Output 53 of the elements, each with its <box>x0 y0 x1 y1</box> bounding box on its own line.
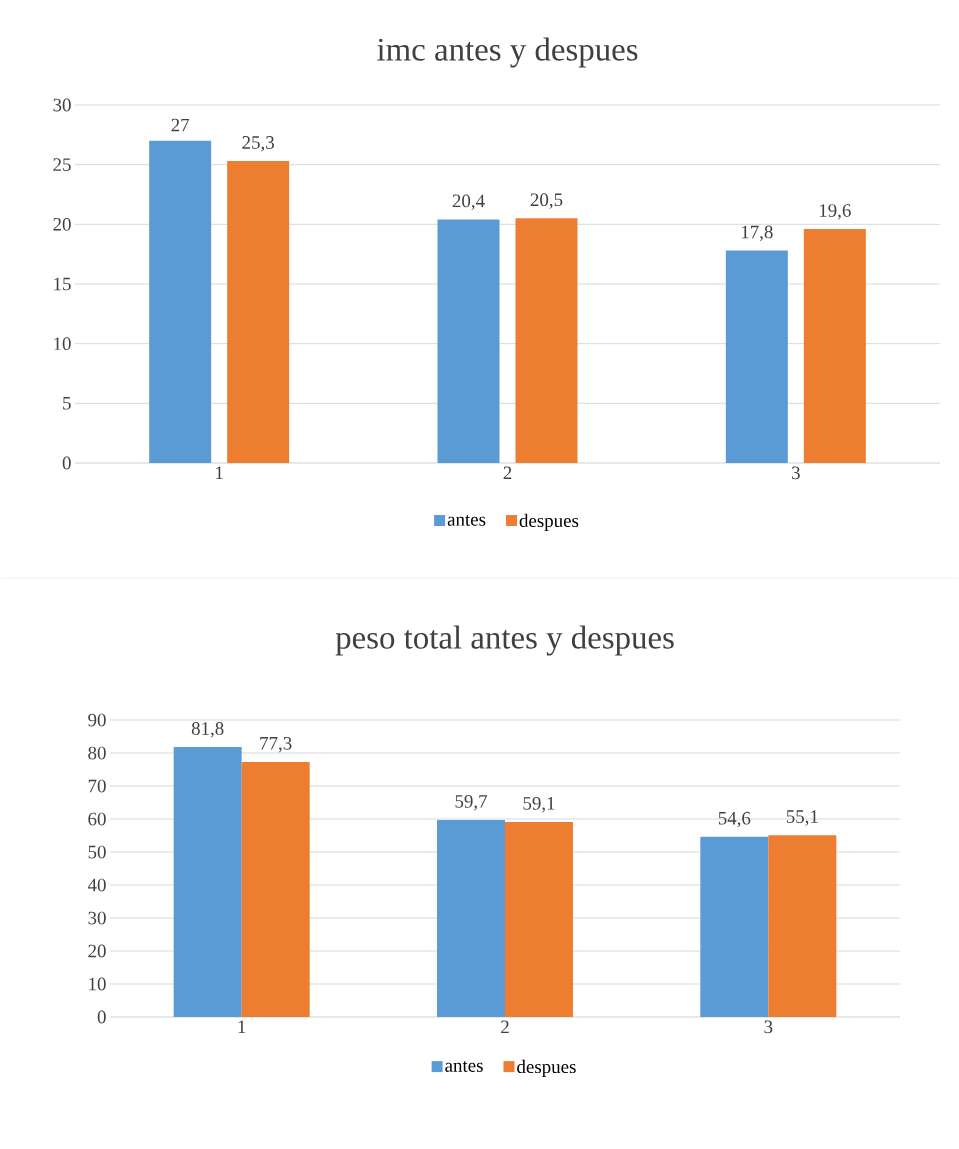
y-tick-label: 50 <box>88 845 106 859</box>
y-tick-label: 30 <box>53 98 71 112</box>
bar <box>700 836 769 1017</box>
y-tick-label: 0 <box>97 1010 106 1024</box>
y-tick-label: 25 <box>53 158 71 172</box>
y-tick-label: 60 <box>88 812 106 826</box>
data-label: 17,8 <box>741 225 773 242</box>
y-tick-label: 90 <box>88 713 106 727</box>
data-label: 54,6 <box>718 811 751 828</box>
y-tick-label: 40 <box>87 878 106 892</box>
bar <box>227 161 290 463</box>
bar <box>803 229 866 463</box>
data-label: 77,3 <box>260 736 292 753</box>
x-tick-label: 3 <box>764 1020 773 1034</box>
x-tick-label: 1 <box>216 466 223 480</box>
data-label: 25,3 <box>242 136 274 152</box>
legend-label: antes <box>447 514 486 526</box>
data-label: 19,6 <box>819 204 851 220</box>
legend-label: despues <box>517 1059 576 1077</box>
bar <box>437 219 500 463</box>
y-tick-label: 70 <box>88 779 106 793</box>
bar <box>515 218 578 463</box>
y-tick-label: 80 <box>88 746 106 760</box>
data-label: 81,8 <box>191 722 224 738</box>
data-label: 27 <box>171 118 190 132</box>
bar <box>241 761 310 1017</box>
chart-title: peso total antes y despues <box>335 625 674 656</box>
bar <box>173 747 242 1017</box>
bar <box>149 140 212 463</box>
legend-label: despues <box>519 513 579 531</box>
x-tick-label: 2 <box>501 1020 509 1034</box>
bar <box>505 821 574 1017</box>
bar <box>768 835 837 1017</box>
bar <box>437 820 505 1017</box>
y-tick-label: 15 <box>54 277 71 291</box>
x-tick-label: 1 <box>238 1020 246 1034</box>
data-label: 55,1 <box>786 810 818 826</box>
chart-title: imc antes y despues <box>377 37 638 68</box>
data-label: 59,7 <box>455 795 488 811</box>
y-tick-label: 10 <box>89 977 106 991</box>
data-label: 20,4 <box>452 194 485 211</box>
legend-label: antes <box>445 1061 483 1072</box>
data-label: 20,5 <box>530 193 563 209</box>
bar <box>725 250 788 463</box>
x-tick-label: 2 <box>503 466 512 480</box>
x-tick-label: 3 <box>792 466 800 480</box>
y-tick-label: 5 <box>63 397 71 410</box>
y-tick-label: 30 <box>88 911 106 925</box>
y-tick-label: 0 <box>62 456 71 470</box>
y-tick-label: 20 <box>53 217 71 231</box>
data-label: 59,1 <box>523 797 555 813</box>
y-tick-label: 10 <box>54 337 71 351</box>
y-tick-label: 20 <box>88 944 106 958</box>
